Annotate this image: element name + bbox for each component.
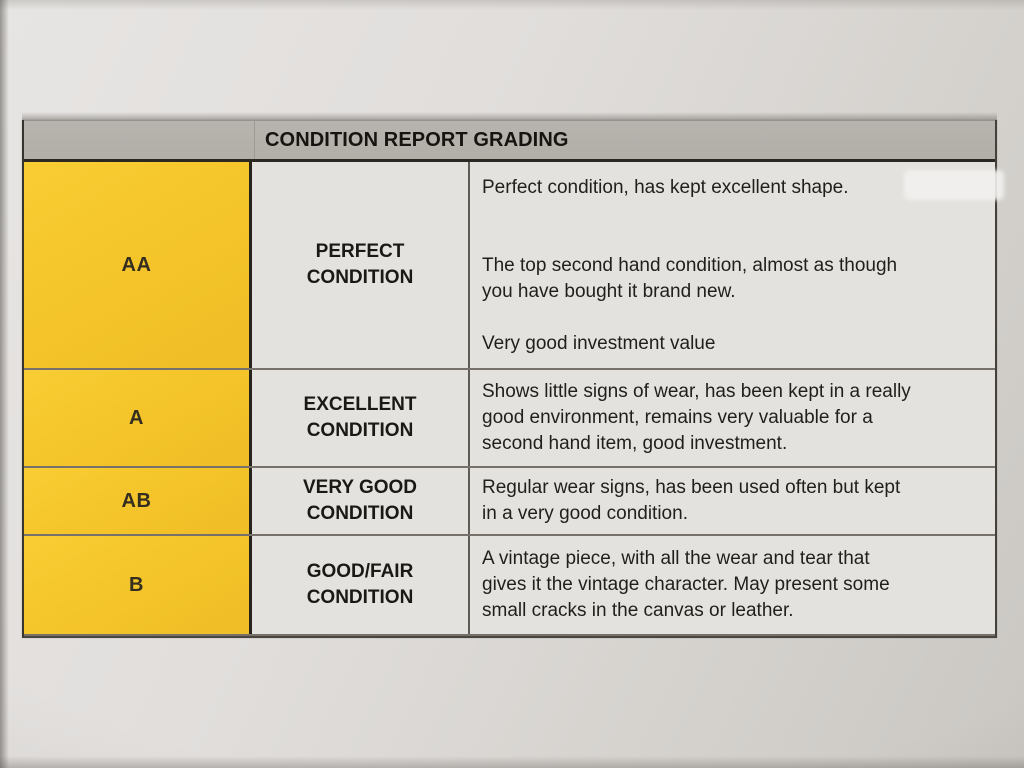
grade-cell-a: A [24, 370, 252, 466]
grade-cell-ab: AB [24, 468, 252, 534]
table-row-aa: AA PERFECT CONDITION Perfect condition, … [24, 162, 995, 370]
grade-cell-aa: AA [24, 162, 252, 368]
condition-cell-excellent: EXCELLENT CONDITION [252, 370, 470, 466]
table-row-a: A EXCELLENT CONDITION Shows little signs… [24, 370, 995, 468]
header-grade-column-spacer [24, 121, 255, 159]
table-row-b: B GOOD/FAIR CONDITION A vintage piece, w… [24, 536, 995, 636]
description-cell-excellent: Shows little signs of wear, has been kep… [470, 370, 995, 466]
condition-cell-good-fair: GOOD/FAIR CONDITION [252, 536, 470, 634]
table-row-ab: AB VERY GOOD CONDITION Regular wear sign… [24, 468, 995, 536]
description-cell-perfect: Perfect condition, has kept excellent sh… [470, 162, 995, 368]
table-title: CONDITION REPORT GRADING [265, 128, 569, 151]
condition-cell-perfect: PERFECT CONDITION [252, 162, 470, 368]
condition-cell-very-good: VERY GOOD CONDITION [252, 468, 470, 534]
condition-grading-table: CONDITION REPORT GRADING AA PERFECT COND… [22, 112, 1004, 638]
description-cell-good-fair: A vintage piece, with all the wear and t… [470, 536, 995, 634]
table-header-row: CONDITION REPORT GRADING [24, 120, 995, 162]
grade-cell-b: B [24, 536, 252, 634]
description-cell-very-good: Regular wear signs, has been used often … [470, 468, 995, 534]
